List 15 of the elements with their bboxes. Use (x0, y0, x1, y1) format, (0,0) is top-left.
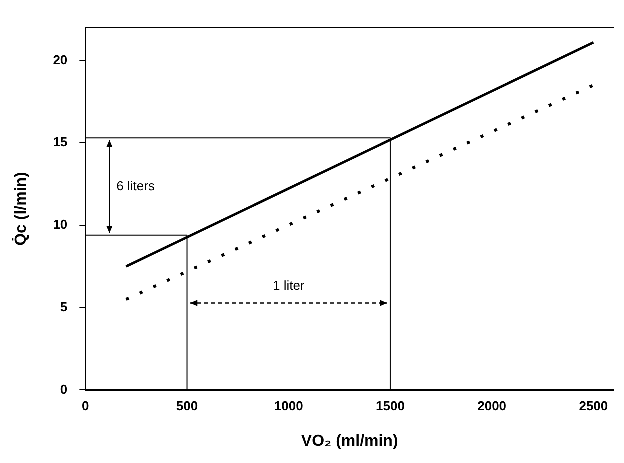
x-tick-label: 500 (176, 398, 198, 414)
annotation: 6 liters (116, 178, 156, 194)
x-tick-label: 0 (82, 398, 90, 414)
x-tick-label: 1500 (376, 398, 405, 414)
x-axis-title: VO₂ (ml/min) (301, 432, 398, 450)
y-tick-label: 10 (53, 217, 68, 232)
x-tick-label: 2500 (579, 398, 608, 414)
y-tick-label: 20 (53, 52, 68, 68)
annotation: 1 liter (272, 278, 306, 293)
y-tick-label: 15 (53, 134, 68, 150)
x-tick-label: 1000 (274, 398, 304, 414)
y-tick-label: 0 (60, 382, 68, 397)
y-axis-title: Q̇c (l/min) (12, 172, 30, 246)
x-tick-label: 2000 (478, 398, 507, 414)
y-tick-label: 5 (60, 299, 68, 314)
